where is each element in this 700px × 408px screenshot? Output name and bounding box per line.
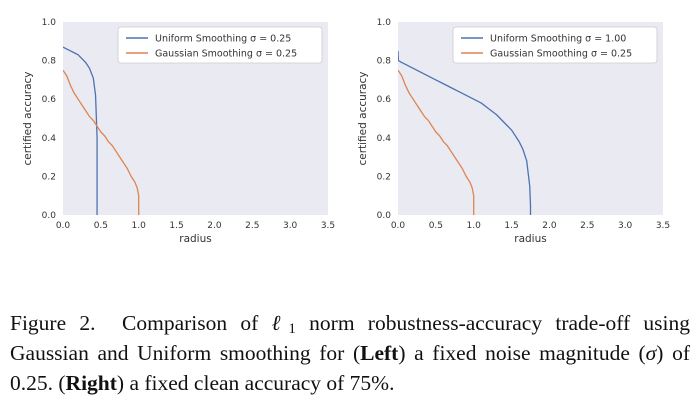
y-tick-label: 0.6 [42, 95, 57, 105]
caption-text-4: ) of 0.25. ( [10, 341, 690, 395]
y-tick-label: 1.0 [377, 18, 392, 28]
caption-text-3: ) a fixed noise magnitude ( [398, 341, 646, 365]
caption-ell-subscript: 1 [288, 321, 296, 337]
caption-text-2: norm robustness-accuracy trade-off using… [10, 311, 690, 365]
caption-ell-symbol: ℓ [271, 311, 289, 335]
legend: Uniform Smoothing σ = 1.00 Gaussian Smoot… [452, 26, 658, 64]
caption-figure-label: Figure 2. [10, 311, 96, 335]
x-tick-label: 1.5 [504, 221, 518, 231]
x-axis-label: radius [179, 233, 211, 245]
chart-panel-left: 0.0 0.5 1.0 1.5 2.0 2.5 3.0 3.5 0.0 0.2 0.4 0.6 0.8 1… [22, 18, 335, 245]
legend-box [452, 26, 658, 64]
series-line-gaussian [398, 69, 475, 215]
caption-text-5: ) a fixed clean accuracy of 75%. [116, 371, 395, 395]
figure: 0.0 0.5 1.0 1.5 2.0 2.5 3.0 3.5 0.0 0.2 0.4 0.6 0.8 1… [22, 18, 670, 245]
x-tick-label: 3.0 [618, 221, 633, 231]
y-tick-label: 0.0 [377, 211, 392, 221]
x-tick-label: 1.5 [169, 221, 183, 231]
series-line-gaussian [63, 69, 140, 215]
y-axis-label: certified accuracy [357, 71, 369, 165]
x-tick-label: 3.0 [283, 221, 298, 231]
x-tick-label: 1.0 [467, 221, 482, 231]
chart-panel-right: 0.0 0.5 1.0 1.5 2.0 2.5 3.0 3.5 0.0 0.2 0.4 0.6 0.8 1… [357, 18, 670, 245]
x-tick-label: 2.0 [542, 221, 557, 231]
legend-entry: Uniform Smoothing σ = 1.00 [490, 34, 626, 45]
caption-left-bold: Left [360, 341, 399, 365]
y-tick-label: 0.4 [42, 134, 57, 144]
y-axis-label: certified accuracy [22, 71, 34, 165]
caption-sigma-symbol: σ [645, 341, 657, 365]
x-tick-label: 0.5 [94, 221, 108, 231]
legend-entry: Gaussian Smoothing σ = 0.25 [155, 49, 297, 60]
y-tick-label: 0.8 [42, 57, 57, 67]
y-tick-label: 0.2 [42, 172, 56, 182]
figure-caption: Figure 2. Comparison of ℓ1 norm robustne… [10, 308, 690, 398]
x-tick-label: 0.5 [429, 221, 443, 231]
x-tick-label: 1.0 [132, 221, 147, 231]
x-tick-label: 3.5 [321, 221, 335, 231]
legend: Uniform Smoothing σ = 0.25 Gaussian Smoot… [117, 26, 323, 64]
x-tick-label: 0.0 [56, 221, 71, 231]
y-tick-label: 1.0 [42, 18, 57, 28]
legend-entry: Gaussian Smoothing σ = 0.25 [490, 49, 632, 60]
series-line-uniform [63, 46, 98, 215]
charts-figure: 0.0 0.5 1.0 1.5 2.0 2.5 3.0 3.5 0.0 0.2 0.4 0.6 0.8 1… [22, 18, 670, 245]
y-tick-label: 0.4 [377, 134, 392, 144]
x-axis-label: radius [514, 233, 546, 245]
x-tick-label: 2.0 [207, 221, 222, 231]
caption-text-1: Comparison of [122, 311, 272, 335]
x-tick-label: 2.5 [245, 221, 259, 231]
legend-box [117, 26, 323, 64]
x-tick-label: 3.5 [656, 221, 670, 231]
x-tick-label: 2.5 [580, 221, 594, 231]
series-line-uniform [398, 50, 532, 215]
y-tick-label: 0.0 [42, 211, 57, 221]
y-tick-label: 0.8 [377, 57, 392, 67]
x-tick-label: 0.0 [391, 221, 406, 231]
y-tick-label: 0.2 [377, 172, 391, 182]
legend-entry: Uniform Smoothing σ = 0.25 [155, 34, 291, 45]
y-tick-label: 0.6 [377, 95, 392, 105]
caption-right-bold: Right [65, 371, 117, 395]
